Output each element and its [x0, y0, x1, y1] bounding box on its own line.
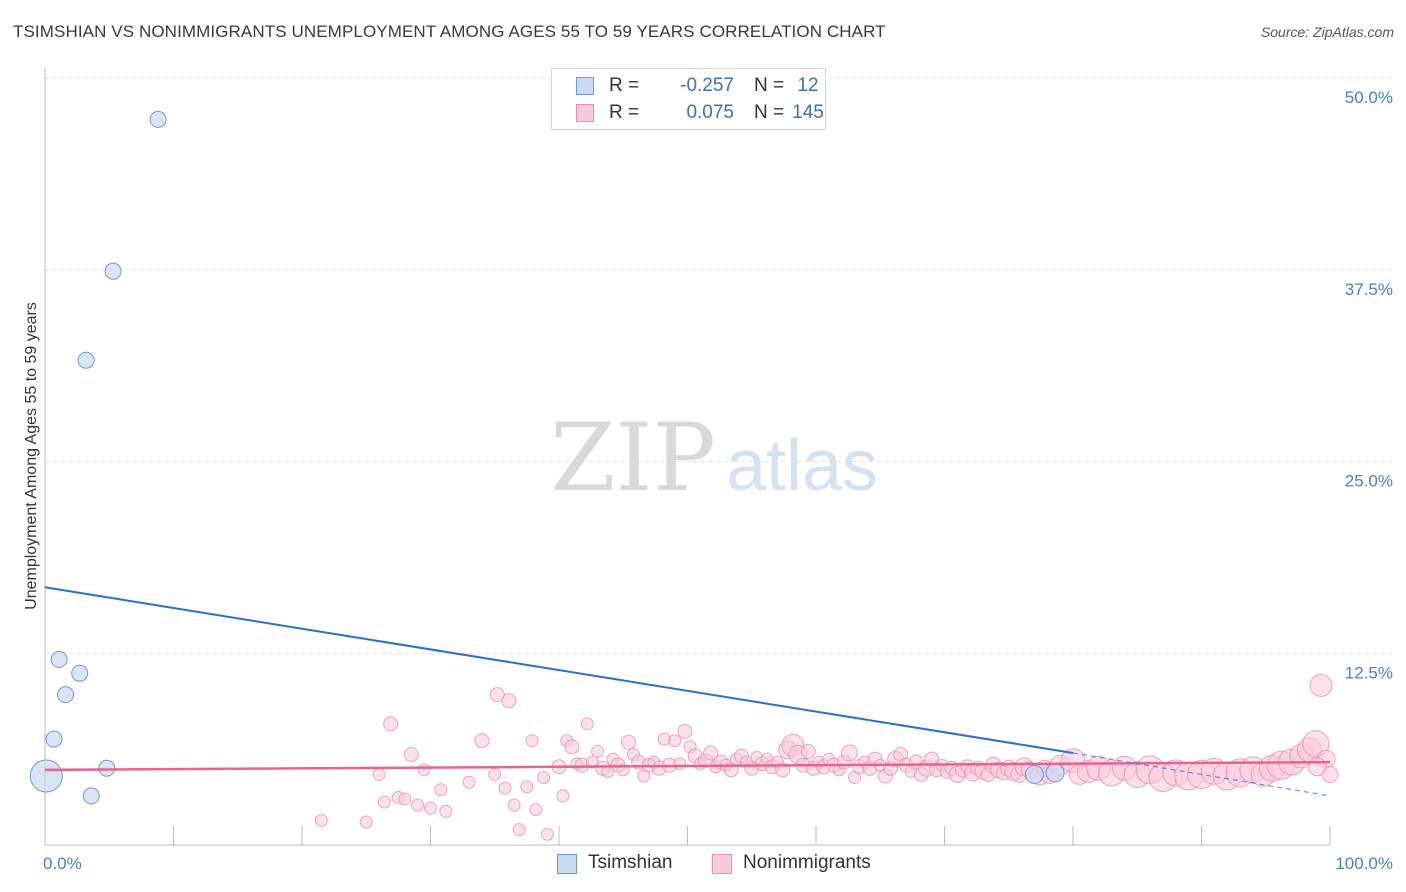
correlation-legend: R = -0.257 N = 12 R = 0.075 N = 145	[551, 68, 826, 130]
watermark-zip: ZIP	[550, 404, 716, 513]
nonimmigrants-point	[580, 717, 594, 731]
chart-title: TSIMSHIAN VS NONIMMIGRANTS UNEMPLOYMENT …	[13, 22, 886, 41]
x-tick-label: 100.0%	[1335, 854, 1393, 873]
nonimmigrants-point	[501, 693, 517, 709]
tick-labels: 12.5% 25.0% 37.5% 50.0% 0.0% 100.0%	[43, 88, 1393, 873]
nonimmigrants-point	[529, 803, 543, 817]
tsimshian-point	[1024, 764, 1044, 784]
nonimmigrants-point	[377, 795, 391, 809]
tsimshian-point	[57, 686, 75, 704]
tsimshian-point	[104, 262, 122, 280]
nonimmigrants-point	[1302, 730, 1330, 758]
y-tick-label: 12.5%	[1345, 663, 1393, 682]
nonimmigrants-points	[314, 673, 1339, 841]
nonimmigrants-point	[462, 775, 476, 789]
nonimmigrants-point	[520, 780, 534, 794]
tsimshian-point	[82, 787, 100, 805]
nonimmigrants-point	[507, 798, 521, 812]
r-label: R =	[609, 102, 640, 123]
axis-layer	[44, 68, 1331, 846]
nonimmigrants-point	[556, 789, 570, 803]
y-tick-label: 25.0%	[1345, 472, 1393, 491]
n-label: N =	[754, 102, 785, 123]
n-value: 145	[792, 102, 824, 123]
nonimmigrants-legend-label: Nonimmigrants	[743, 852, 871, 873]
tsimshian-swatch	[576, 77, 594, 95]
tsimshian-trend-extension	[1072, 752, 1331, 797]
nonimmigrants-point	[383, 716, 399, 732]
nonimmigrants-point	[512, 823, 526, 837]
watermark: ZIP atlas	[550, 404, 878, 513]
n-label: N =	[754, 75, 785, 96]
nonimmigrants-point	[417, 763, 431, 777]
nonimmigrants-point	[525, 734, 539, 748]
nonimmigrants-trend-line	[44, 760, 1331, 772]
nonimmigrants-point	[620, 734, 636, 750]
watermark-atlas: atlas	[726, 426, 878, 506]
nonimmigrants-point	[668, 734, 682, 748]
tsimshian-point	[149, 110, 167, 128]
tsimshian-trend-line	[44, 586, 1074, 754]
r-label: R =	[609, 75, 640, 96]
grid-layer	[45, 77, 1392, 654]
nonimmigrants-point	[359, 815, 373, 829]
nonimmigrants-point	[800, 743, 816, 759]
nonimmigrants-legend-swatch	[712, 854, 732, 874]
y-axis-title: Unemployment Among Ages 55 to 59 years	[23, 302, 40, 610]
nonimmigrants-point	[673, 757, 687, 771]
tsimshian-point	[1045, 763, 1065, 783]
nonimmigrants-point	[489, 687, 505, 703]
nonimmigrants-point	[434, 783, 448, 797]
nonimmigrants-point	[840, 744, 858, 762]
nonimmigrants-point	[398, 792, 412, 806]
nonimmigrants-point	[439, 804, 453, 818]
nonimmigrants-point	[564, 739, 580, 755]
nonimmigrants-point	[591, 744, 605, 758]
y-tick-label: 50.0%	[1345, 88, 1393, 107]
tsimshian-legend-label: Tsimshian	[588, 852, 673, 873]
nonimmigrants-point	[1309, 673, 1333, 697]
tsimshian-point	[77, 351, 95, 369]
nonimmigrants-point	[488, 767, 502, 781]
nonimmigrants-point	[403, 746, 419, 762]
tsimshian-point	[45, 730, 63, 748]
n-value: 12	[797, 75, 819, 96]
nonimmigrants-point	[1307, 757, 1327, 777]
nonimmigrants-point	[411, 798, 425, 812]
nonimmigrants-point	[677, 723, 693, 739]
tsimshian-legend-swatch	[557, 854, 577, 874]
r-value: -0.257	[680, 75, 734, 96]
tsimshian-points	[29, 110, 1065, 805]
r-value: 0.075	[686, 102, 734, 123]
tsimshian-point	[71, 664, 89, 682]
tsimshian-point	[29, 759, 63, 793]
y-tick-label: 37.5%	[1345, 280, 1393, 299]
source-label: Source: ZipAtlas.com	[1260, 24, 1394, 40]
nonimmigrants-point	[537, 771, 551, 785]
nonimmigrants-point	[424, 801, 437, 815]
nonimmigrants-point	[498, 781, 512, 795]
nonimmigrants-point	[703, 745, 719, 761]
x-tick-label: 0.0%	[43, 854, 82, 873]
nonimmigrants-point	[372, 767, 386, 781]
nonimmigrants-swatch	[576, 104, 594, 122]
nonimmigrants-point	[540, 827, 554, 841]
nonimmigrants-point	[474, 733, 490, 749]
tsimshian-point	[50, 650, 68, 668]
nonimmigrants-point	[314, 813, 328, 827]
trend-lines	[44, 586, 1331, 797]
